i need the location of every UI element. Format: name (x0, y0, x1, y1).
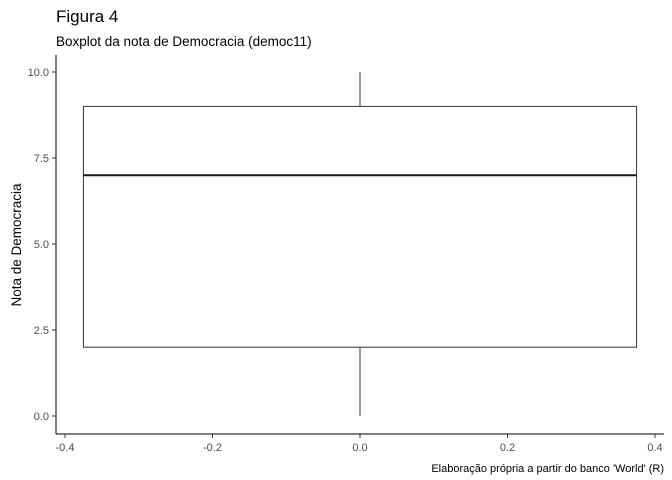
x-tick-label: 0.0 (352, 442, 367, 454)
x-axis: -0.4 -0.2 0.0 0.2 0.4 (56, 433, 664, 454)
chart-title: Figura 4 (56, 7, 118, 26)
plot-area (82, 72, 638, 416)
iqr-box (82, 105, 638, 348)
x-tick-label: 0.2 (500, 442, 515, 454)
y-tick-label: 10.0 (28, 67, 49, 79)
y-tick-label: 2.5 (34, 325, 49, 337)
y-axis: 0.0 2.5 5.0 7.5 10.0 (28, 55, 57, 434)
x-tick-label: -0.4 (56, 442, 75, 454)
y-tick-label: 5.0 (34, 239, 49, 251)
y-axis-title: Nota de Democracia (9, 183, 24, 307)
x-tick-label: -0.2 (203, 442, 222, 454)
chart-caption: Elaboração própria a partir do banco 'Wo… (431, 463, 664, 475)
y-tick-label: 0.0 (34, 411, 49, 423)
y-tick-label: 7.5 (34, 153, 49, 165)
x-tick-label: 0.4 (647, 442, 662, 454)
chart-subtitle: Boxplot da nota de Democracia (democ11) (56, 34, 312, 49)
